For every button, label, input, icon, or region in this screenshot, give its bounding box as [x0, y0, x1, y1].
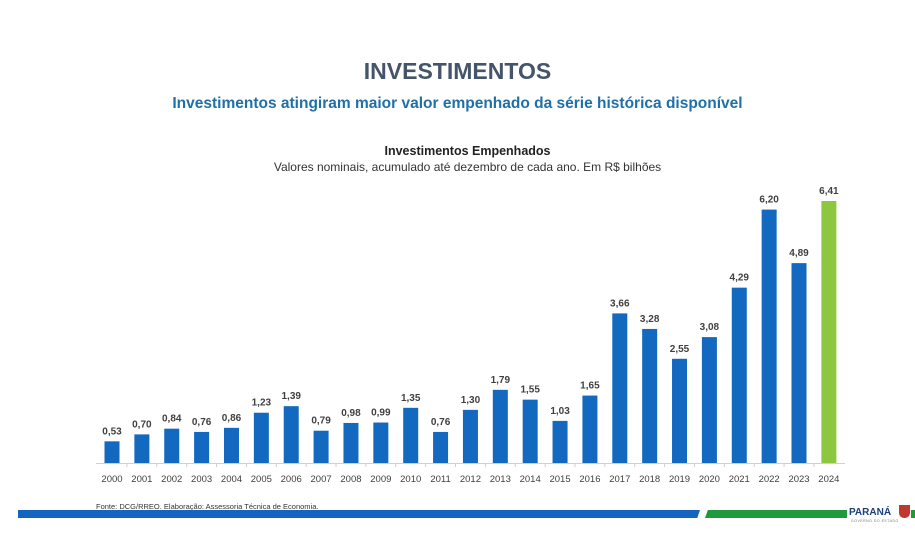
bar-2024: [821, 201, 837, 463]
data-label-2006: 1,39: [281, 391, 301, 402]
parana-logo: PARANÁ: [849, 507, 892, 518]
bar-2017: [612, 313, 628, 463]
data-label-2005: 1,23: [252, 398, 272, 409]
x-tick-label-2002: 2002: [161, 474, 182, 485]
data-label-2016: 1,65: [580, 381, 600, 392]
x-tick-label-2018: 2018: [639, 474, 660, 485]
bar-2022: [761, 209, 777, 463]
data-label-2023: 4,89: [789, 248, 809, 259]
footer-edge-stripe: [911, 510, 915, 518]
data-label-2024: 6,41: [819, 186, 839, 197]
x-tick-label-2012: 2012: [460, 474, 481, 485]
bar-2005: [253, 412, 269, 463]
bar-2015: [552, 420, 568, 463]
data-label-2010: 1,35: [401, 393, 421, 404]
x-tick-label-2005: 2005: [251, 474, 272, 485]
bar-2023: [791, 263, 807, 463]
bar-2008: [343, 422, 359, 463]
data-label-2017: 3,66: [610, 298, 630, 309]
x-tick-label-2023: 2023: [788, 474, 809, 485]
bar-2016: [582, 395, 598, 463]
page-title: INVESTIMENTOS: [363, 58, 552, 84]
x-tick-label-2010: 2010: [400, 474, 421, 485]
bar-2007: [313, 430, 329, 463]
bar-2010: [403, 407, 419, 463]
bar-2021: [731, 287, 747, 463]
bar-2002: [164, 428, 180, 463]
data-label-2012: 1,30: [461, 395, 481, 406]
x-tick-label-2024: 2024: [818, 474, 839, 485]
x-tick-label-2022: 2022: [759, 474, 780, 485]
data-label-2022: 6,20: [759, 195, 779, 206]
source-note: Fonte: DCG/RREO. Elaboração: Assessoria …: [96, 502, 319, 511]
bar-2009: [373, 422, 389, 463]
x-tick-label-2001: 2001: [131, 474, 152, 485]
bar-2001: [134, 434, 150, 463]
data-label-2021: 4,29: [730, 273, 750, 284]
x-tick-label-2006: 2006: [281, 474, 302, 485]
bar-2006: [283, 406, 299, 463]
data-label-2003: 0,76: [192, 417, 212, 428]
bar-2013: [492, 389, 508, 463]
x-tick-label-2000: 2000: [101, 474, 122, 485]
bar-2018: [642, 328, 658, 463]
coat-of-arms-icon: [899, 505, 910, 518]
x-tick-label-2017: 2017: [609, 474, 630, 485]
bar-2003: [194, 431, 210, 463]
x-tick-label-2003: 2003: [191, 474, 212, 485]
data-label-2018: 3,28: [640, 314, 660, 325]
x-tick-label-2020: 2020: [699, 474, 720, 485]
bar-chart: 0,53 2000 0,70 2001 0,84 2002 0,76 2003 0,86 2004…: [96, 186, 845, 485]
data-label-2004: 0,86: [222, 413, 242, 424]
footer-blue-stripe: [18, 510, 700, 518]
x-tick-label-2014: 2014: [520, 474, 541, 485]
bar-2004: [223, 427, 239, 463]
data-label-2020: 3,08: [700, 322, 720, 333]
data-label-2015: 1,03: [550, 406, 570, 417]
data-label-2000: 0,53: [102, 426, 122, 437]
parana-logo-subtitle: GOVERNO DO ESTADO: [851, 519, 899, 523]
x-tick-label-2013: 2013: [490, 474, 511, 485]
chart-title: Investimentos Empenhados: [384, 144, 551, 158]
bar-2011: [433, 431, 449, 463]
bar-2020: [701, 337, 717, 463]
data-label-2019: 2,55: [670, 344, 690, 355]
data-label-2007: 0,79: [311, 416, 331, 427]
x-tick-label-2008: 2008: [340, 474, 361, 485]
data-label-2013: 1,79: [491, 375, 511, 386]
x-tick-label-2016: 2016: [579, 474, 600, 485]
chart-subtitle: Valores nominais, acumulado até dezembro…: [273, 160, 662, 174]
x-tick-label-2015: 2015: [549, 474, 570, 485]
data-label-2014: 1,55: [520, 385, 540, 396]
bar-2014: [522, 399, 538, 463]
data-label-2011: 0,76: [431, 417, 451, 428]
x-tick-label-2009: 2009: [370, 474, 391, 485]
x-tick-label-2004: 2004: [221, 474, 242, 485]
data-label-2009: 0,99: [371, 408, 391, 419]
bar-2019: [672, 358, 688, 463]
footer-green-stripe: [705, 510, 847, 518]
x-tick-label-2021: 2021: [729, 474, 750, 485]
data-label-2008: 0,98: [341, 408, 361, 419]
x-tick-label-2007: 2007: [311, 474, 332, 485]
bar-2012: [462, 409, 478, 463]
x-tick-label-2011: 2011: [430, 474, 450, 485]
x-tick-label-2019: 2019: [669, 474, 690, 485]
data-label-2002: 0,84: [162, 414, 182, 425]
page-subtitle: Investimentos atingiram maior valor empe…: [172, 95, 743, 112]
data-label-2001: 0,70: [132, 419, 152, 430]
bar-2000: [104, 441, 120, 463]
